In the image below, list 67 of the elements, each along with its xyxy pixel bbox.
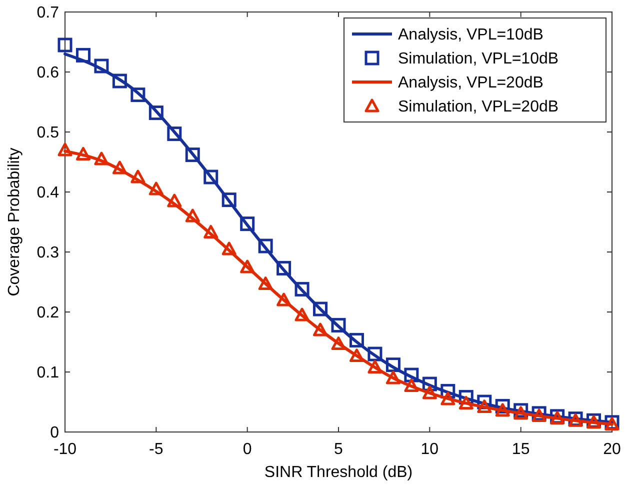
point <box>349 332 364 348</box>
point <box>240 216 255 232</box>
point <box>94 152 109 166</box>
y-tick-label: 0.7 <box>36 4 60 22</box>
y-tick-label: 0.6 <box>36 64 60 82</box>
x-tick-label: -5 <box>149 441 164 458</box>
point <box>148 182 164 196</box>
point <box>477 400 492 414</box>
point <box>58 38 72 52</box>
y-axis-title: Coverage Probability <box>6 148 23 296</box>
point <box>294 282 310 296</box>
legend-label: Simulation, VPL=20dB <box>398 98 559 116</box>
x-tick-label: -10 <box>53 441 77 458</box>
point <box>148 106 164 120</box>
point <box>313 302 328 316</box>
point <box>404 368 419 382</box>
point <box>386 370 400 384</box>
point <box>331 336 346 350</box>
point <box>130 170 146 184</box>
point <box>130 88 146 102</box>
point <box>368 346 382 362</box>
x-tick-label: 10 <box>420 441 439 458</box>
point <box>240 260 255 274</box>
point <box>368 360 382 374</box>
y-tick-label: 0.4 <box>36 184 60 202</box>
y-tick-label: 0.5 <box>36 124 60 142</box>
point <box>112 160 127 174</box>
point <box>58 142 72 156</box>
point <box>514 406 528 420</box>
point <box>222 192 236 208</box>
point <box>404 378 419 392</box>
y-tick-label: 0.3 <box>36 244 60 262</box>
point <box>349 348 364 362</box>
x-tick-label: 0 <box>242 441 252 458</box>
point <box>76 48 90 62</box>
point <box>495 403 510 417</box>
point <box>386 358 400 372</box>
point <box>258 276 273 290</box>
point <box>222 242 236 256</box>
point <box>112 74 127 88</box>
point <box>276 260 292 276</box>
point <box>440 392 456 406</box>
point <box>313 322 328 336</box>
point <box>185 208 200 222</box>
y-tick-label: 0.1 <box>36 364 60 382</box>
legend-label: Analysis, VPL=20dB <box>398 74 544 92</box>
x-tick-label: 15 <box>512 441 530 458</box>
point <box>294 308 310 322</box>
x-axis-title: SINR Threshold (dB) <box>264 464 413 481</box>
y-tick-label: 0.2 <box>36 304 60 322</box>
legend-label: Analysis, VPL=10dB <box>398 26 544 44</box>
point <box>185 148 200 162</box>
point <box>276 292 292 306</box>
point <box>204 170 218 184</box>
x-tick-label: 5 <box>334 441 344 458</box>
point <box>258 238 273 254</box>
point <box>331 318 346 332</box>
y-tick-label: 0 <box>50 424 60 442</box>
point <box>204 224 218 238</box>
point <box>76 146 90 160</box>
point <box>167 194 182 208</box>
x-tick-label: 20 <box>603 441 621 458</box>
point <box>458 396 474 410</box>
point <box>422 386 437 400</box>
point <box>167 126 182 142</box>
legend-label: Simulation, VPL=10dB <box>398 50 559 68</box>
point <box>94 58 109 74</box>
